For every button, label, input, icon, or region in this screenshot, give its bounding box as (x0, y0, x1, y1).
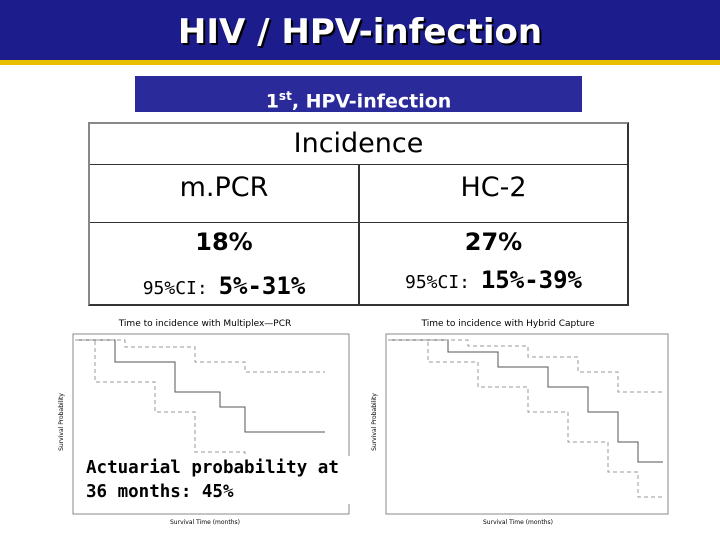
curve (75, 339, 325, 433)
subtitle-suffix: st (278, 89, 292, 103)
header-bar (0, 0, 720, 65)
x-label: Survival Time (months) (483, 519, 553, 526)
column-header: HC-2 (460, 172, 527, 203)
ci-curve (388, 339, 663, 393)
incidence: 27% (464, 228, 523, 256)
ci-value: 5%-31% (218, 272, 306, 300)
subtitle-number: 1 (265, 90, 279, 113)
subtitle: 1st, HPV-infection (135, 76, 582, 112)
annotation-line: Actuarial probability at (86, 458, 339, 478)
table-caption: Incidence (293, 128, 424, 159)
curve (388, 339, 663, 463)
chart-title: Time to incidence with Multiplex—PCR (118, 319, 292, 329)
annotation: Actuarial probability at 36 months: 45% (86, 456, 352, 504)
ci-label: 95%CI: (142, 278, 208, 299)
chart-title: Time to incidence with Hybrid Capture (420, 319, 595, 329)
ci-label: 95%CI: (404, 272, 471, 293)
table: Incidence m.PCR HC-2 18% 27% 95%CI: 5%-3… (88, 122, 629, 306)
y-label: Survival Probability (58, 393, 65, 451)
annotation-line: 36 months: 45% (86, 482, 234, 502)
ci-curve (388, 339, 663, 498)
title: HIV / HPV-infection (177, 12, 543, 52)
ci-value: 15%-39% (480, 266, 583, 294)
plot-frame (385, 333, 669, 515)
column-header: m.PCR (179, 172, 269, 203)
km-chart: Time to incidence with Hybrid Capture Su… (371, 319, 669, 526)
incidence: 18% (195, 228, 253, 256)
subtitle-text: , HPV-infection (291, 90, 452, 113)
x-label: Survival Time (months) (170, 519, 240, 526)
y-label: Survival Probability (371, 393, 378, 451)
ci-curve (75, 339, 325, 373)
plot-frame (72, 333, 350, 515)
divider (358, 164, 360, 304)
